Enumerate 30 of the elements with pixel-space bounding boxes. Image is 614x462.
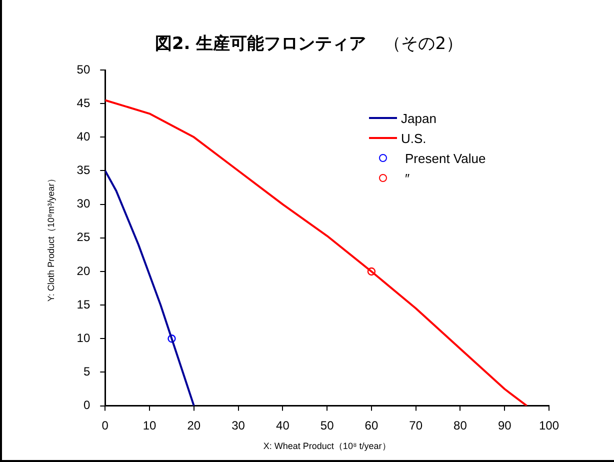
legend-label: Japan [401,110,436,126]
legend-label: ″ [405,170,410,186]
y-tick-label: 50 [76,62,90,76]
x-tick-label: 0 [102,418,109,432]
x-tick-label: 60 [364,418,378,432]
y-tick-label: 40 [76,129,90,144]
y-tick-label: 30 [76,196,90,211]
x-axis-title: X: Wheat Product（10⁸ t/year） [263,441,391,452]
x-tick-label: 70 [409,418,423,432]
x-tick-label: 80 [454,418,468,432]
y-tick-label: 35 [76,163,90,178]
y-tick-label: 15 [76,297,90,312]
y-axis-title: Y: Cloth Product（10⁸m³/year） [46,174,56,302]
chart-title: 図2. 生産可能フロンティア [154,34,366,54]
chart-subtitle: （その2） [384,34,464,54]
legend-label: U.S. [401,130,426,146]
x-tick-label: 50 [320,418,334,432]
x-tick-label: 20 [187,418,201,432]
x-tick-label: 100 [538,418,560,432]
x-tick-label: 30 [232,418,246,432]
y-tick-label: 0 [83,398,90,412]
x-tick-label: 90 [498,418,512,432]
y-tick-label: 10 [76,330,90,345]
legend-label: Present Value [405,150,486,166]
y-tick-label: 45 [76,96,90,110]
y-tick-label: 5 [83,364,90,379]
y-tick-label: 25 [76,230,90,244]
x-tick-label: 40 [276,418,290,432]
x-tick-label: 10 [142,418,157,432]
y-tick-label: 20 [76,264,90,278]
